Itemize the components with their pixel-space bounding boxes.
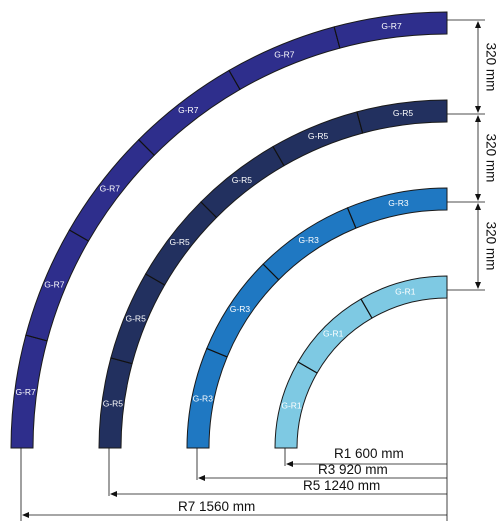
track-segment-r3 bbox=[346, 187, 448, 229]
dimension-annotations: 320 mm 320 mm 320 mm R1 600 mm R3 920 mm… bbox=[20, 19, 498, 521]
segment-label-r3: G-R3 bbox=[193, 394, 214, 404]
segment-label-r1: G-R1 bbox=[323, 328, 344, 338]
arrow-up-icon bbox=[475, 115, 481, 122]
radius-label-r3: R3 920 mm bbox=[318, 462, 388, 477]
segment-label-r7: G-R7 bbox=[381, 21, 402, 31]
segment-divider bbox=[272, 146, 285, 166]
segment-divider bbox=[25, 334, 48, 342]
spacing-label: 320 mm bbox=[483, 43, 498, 92]
segment-divider bbox=[69, 229, 89, 242]
segment-label-r3: G-R3 bbox=[388, 198, 409, 208]
segment-label-r7: G-R7 bbox=[274, 50, 295, 60]
arrow-up-icon bbox=[475, 21, 481, 28]
track-rings: G-R7 G-R7 G-R7 G-R7 G-R7 G-R7 G-R5 G-R5 G-R5 G-R5… bbox=[10, 11, 448, 449]
segment-divider bbox=[346, 207, 357, 229]
segment-label-r3: G-R3 bbox=[299, 235, 320, 245]
segment-divider bbox=[356, 111, 364, 134]
arrow-left-icon bbox=[22, 512, 29, 518]
radius-label-r7: R7 1560 mm bbox=[178, 499, 255, 514]
segment-label-r3: G-R3 bbox=[230, 304, 251, 314]
arrow-left-icon bbox=[286, 461, 293, 467]
arrow-down-icon bbox=[475, 282, 481, 289]
segment-divider bbox=[200, 201, 217, 218]
arrow-down-icon bbox=[475, 194, 481, 201]
spacing-label: 320 mm bbox=[483, 222, 498, 271]
arrow-down-icon bbox=[475, 106, 481, 113]
track-segment-r7 bbox=[333, 11, 448, 49]
track-segment-r1 bbox=[360, 275, 448, 319]
segment-label-r1: G-R1 bbox=[395, 287, 416, 297]
spacing-label: 320 mm bbox=[483, 134, 498, 183]
segment-label-r7: G-R7 bbox=[100, 184, 121, 194]
track-segment-r5 bbox=[356, 99, 448, 134]
segment-divider bbox=[228, 70, 241, 90]
segment-divider bbox=[297, 361, 318, 374]
segment-label-r7: G-R7 bbox=[178, 105, 199, 115]
segment-divider bbox=[333, 26, 341, 49]
segment-divider bbox=[206, 347, 228, 358]
segment-label-r7: G-R7 bbox=[15, 387, 36, 397]
radius-label-r5: R5 1240 mm bbox=[303, 478, 380, 493]
radius-label-r1: R1 600 mm bbox=[334, 446, 404, 461]
segment-label-r5: G-R5 bbox=[393, 108, 414, 118]
segment-divider bbox=[110, 357, 133, 365]
segment-label-r5: G-R5 bbox=[232, 175, 253, 185]
segment-label-r7: G-R7 bbox=[44, 280, 65, 290]
segment-label-r5: G-R5 bbox=[169, 237, 190, 247]
segment-divider bbox=[360, 298, 373, 319]
segment-divider bbox=[262, 263, 280, 281]
arrow-left-icon bbox=[198, 475, 205, 481]
segment-label-r5: G-R5 bbox=[125, 313, 146, 323]
segment-divider bbox=[145, 273, 165, 286]
segment-divider bbox=[138, 139, 155, 156]
segment-label-r1: G-R1 bbox=[281, 401, 302, 411]
arrow-left-icon bbox=[110, 491, 117, 497]
segment-label-r5: G-R5 bbox=[308, 131, 329, 141]
arrow-up-icon bbox=[475, 203, 481, 210]
segment-label-r5: G-R5 bbox=[103, 398, 124, 408]
